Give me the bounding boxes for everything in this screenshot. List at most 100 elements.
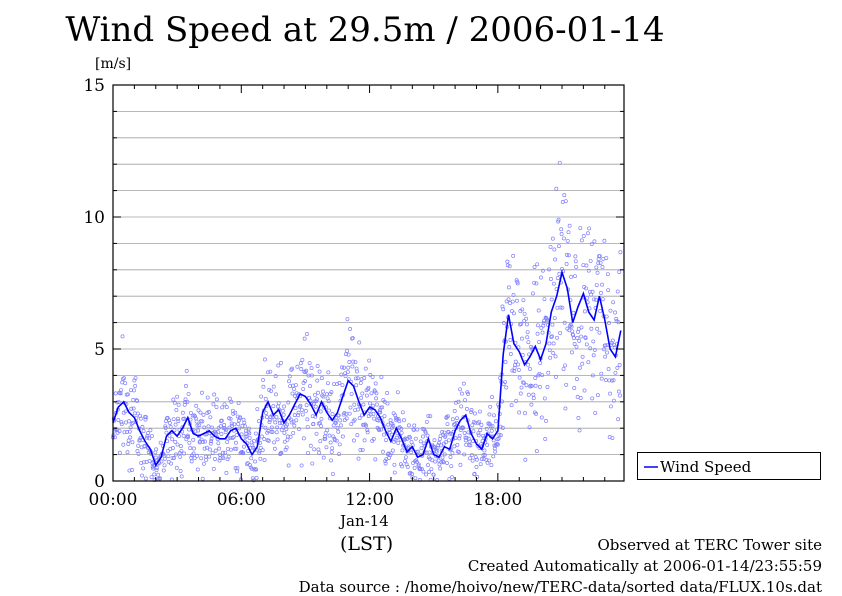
raw-sample <box>336 413 341 418</box>
raw-sample <box>526 392 531 397</box>
raw-sample <box>274 415 279 420</box>
raw-sample <box>267 420 272 425</box>
raw-sample <box>235 469 240 474</box>
raw-sample <box>406 423 411 428</box>
raw-sample <box>588 346 593 351</box>
raw-sample <box>344 416 349 421</box>
raw-sample <box>178 454 183 459</box>
raw-sample <box>369 391 374 396</box>
tick-labels: 0 5 10 15 00:00 06:00 12:00 18:00 <box>83 76 522 510</box>
raw-sample <box>259 394 264 399</box>
raw-sample <box>511 293 516 297</box>
raw-sample <box>608 404 613 409</box>
raw-sample <box>125 450 130 455</box>
x-axis-date-label: Jan-14 <box>340 512 389 530</box>
raw-sample <box>273 374 278 379</box>
raw-sample <box>240 423 245 428</box>
raw-sample <box>169 461 173 466</box>
raw-sample <box>293 383 298 387</box>
raw-sample <box>318 409 323 414</box>
raw-sample <box>504 385 509 390</box>
raw-sample <box>447 438 451 443</box>
raw-sample <box>425 433 430 438</box>
raw-sample <box>589 326 594 331</box>
raw-sample <box>201 461 206 466</box>
raw-sample <box>520 307 525 312</box>
raw-sample <box>235 466 240 470</box>
raw-sample <box>203 439 207 444</box>
raw-sample <box>262 437 267 442</box>
raw-sample <box>282 430 287 435</box>
raw-sample <box>191 451 196 456</box>
raw-sample <box>571 336 576 341</box>
raw-sample <box>394 435 399 440</box>
raw-sample <box>242 420 247 425</box>
raw-sample <box>125 392 130 397</box>
raw-sample <box>267 418 272 422</box>
raw-sample <box>132 388 136 393</box>
raw-sample <box>123 381 128 386</box>
raw-sample <box>277 421 282 426</box>
y-tick-label: 5 <box>94 340 105 360</box>
raw-sample <box>223 430 228 435</box>
raw-sample <box>175 394 180 399</box>
raw-sample <box>596 261 601 266</box>
raw-sample <box>307 361 312 365</box>
raw-sample <box>222 423 227 427</box>
raw-sample <box>399 430 404 435</box>
raw-sample <box>477 409 482 414</box>
raw-sample <box>152 472 157 477</box>
raw-sample <box>506 285 511 290</box>
raw-sample <box>228 435 233 440</box>
raw-sample <box>489 463 494 467</box>
raw-sample <box>591 353 596 358</box>
raw-sample <box>310 461 315 466</box>
raw-sample <box>242 444 246 449</box>
raw-sample <box>141 460 146 465</box>
raw-sample <box>192 456 197 461</box>
raw-sample <box>326 381 330 386</box>
raw-sample <box>217 446 222 451</box>
raw-sample <box>268 369 273 374</box>
raw-sample <box>488 404 493 409</box>
raw-sample <box>120 380 125 385</box>
raw-sample <box>618 393 622 398</box>
raw-sample <box>237 426 242 431</box>
raw-sample <box>236 401 241 405</box>
raw-sample <box>251 439 256 444</box>
raw-sample <box>574 264 579 269</box>
raw-sample <box>476 433 481 438</box>
raw-sample <box>547 267 551 272</box>
raw-sample <box>617 362 622 367</box>
raw-sample <box>468 443 473 448</box>
footer-source: Data source : /home/hoivo/new/TERC-data/… <box>298 578 822 596</box>
raw-sample <box>305 332 309 337</box>
raw-sample <box>127 419 131 424</box>
raw-sample <box>439 443 443 448</box>
raw-sample <box>416 449 421 454</box>
raw-sample <box>116 400 121 405</box>
raw-sample <box>340 434 345 439</box>
raw-sample <box>249 456 254 461</box>
raw-sample <box>590 289 595 294</box>
raw-sample <box>119 388 123 393</box>
raw-sample <box>603 343 608 348</box>
raw-sample <box>275 437 280 442</box>
raw-sample <box>454 420 459 425</box>
raw-sample <box>611 378 616 383</box>
raw-sample <box>147 436 152 441</box>
raw-sample <box>365 430 370 435</box>
raw-sample <box>292 387 296 391</box>
raw-sample <box>327 433 332 438</box>
raw-sample <box>238 415 243 420</box>
x-tick-label: 00:00 <box>89 490 138 510</box>
raw-sample <box>618 250 623 255</box>
raw-sample <box>346 365 351 370</box>
raw-sample <box>430 458 435 463</box>
raw-sample <box>345 317 350 322</box>
raw-sample <box>245 461 250 465</box>
raw-sample <box>199 456 204 461</box>
raw-sample <box>349 422 354 426</box>
raw-sample <box>503 380 508 384</box>
raw-sample <box>176 402 181 407</box>
